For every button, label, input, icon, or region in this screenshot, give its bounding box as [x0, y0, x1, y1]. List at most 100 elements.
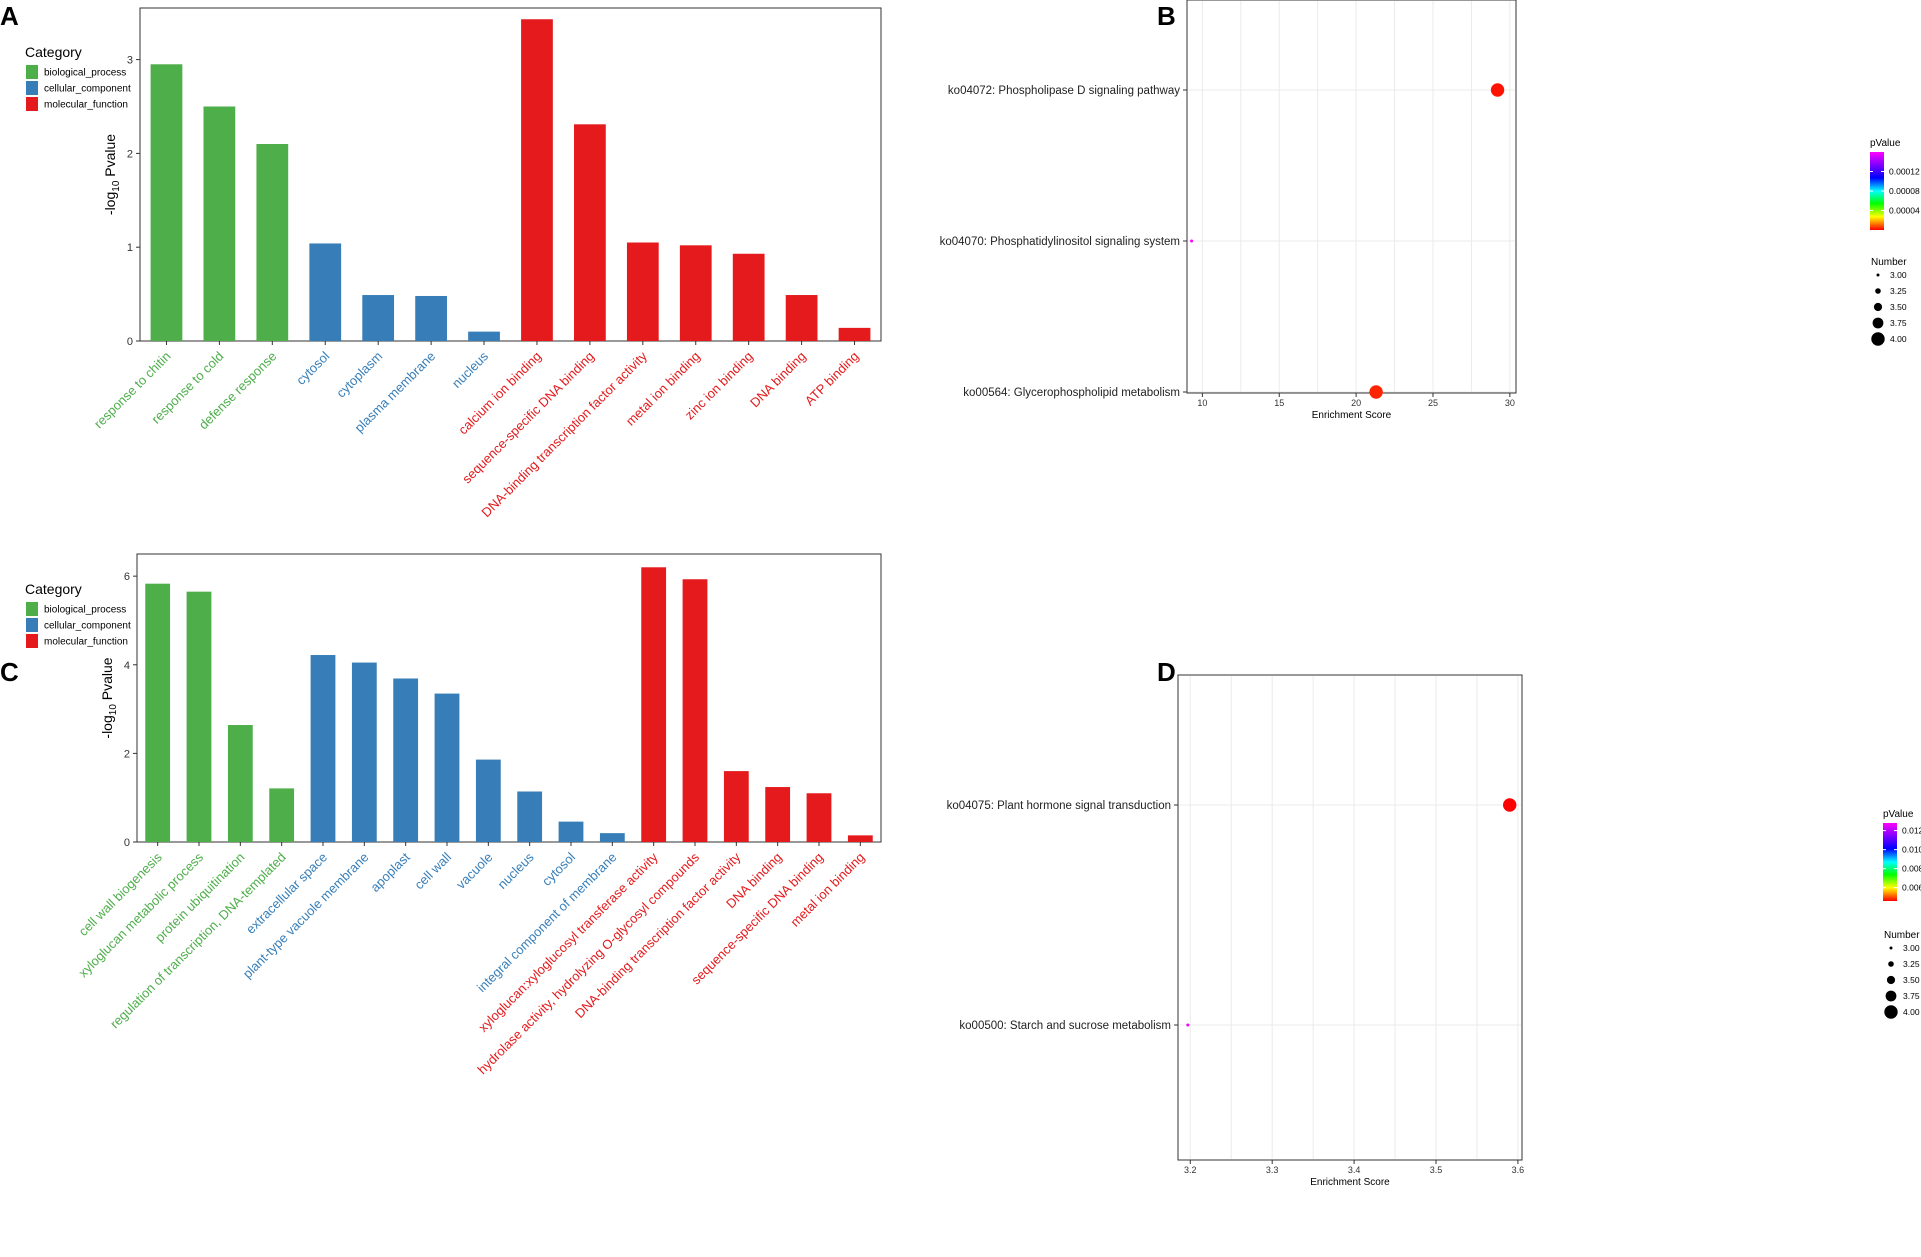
bar [468, 331, 500, 341]
x-category-label: cytoplasm [333, 349, 385, 401]
bar [723, 771, 749, 842]
bar [682, 579, 708, 842]
y-tick-label: 2 [127, 148, 133, 160]
y-axis-label: -log10 Pvalue [102, 134, 122, 215]
x-category-label: nucleus [494, 849, 537, 892]
size-legend-label: 3.75 [1890, 318, 1907, 328]
x-category-label: nucleus [449, 348, 492, 391]
bar [574, 124, 606, 341]
size-legend-label: 3.25 [1890, 286, 1907, 296]
size-legend-title: Number [1884, 930, 1920, 941]
legend-swatch [26, 634, 38, 648]
size-legend-label: 3.50 [1890, 302, 1907, 312]
legend-label: biological_process [44, 68, 126, 79]
size-legend-label: 4.00 [1903, 1007, 1920, 1017]
legend-swatch [26, 65, 38, 79]
data-point [1186, 1023, 1190, 1027]
y-tick-label: 2 [124, 748, 130, 760]
size-legend-dot [1888, 961, 1894, 967]
size-legend-dot [1886, 975, 1896, 985]
x-category-label: DNA binding [747, 349, 809, 411]
color-scale-label: 0.00004 [1889, 206, 1920, 216]
data-point [1490, 83, 1505, 97]
x-tick-label: 30 [1505, 398, 1515, 408]
y-tick-label: 0 [124, 837, 130, 849]
panel-label-b: B [1157, 1, 1176, 31]
color-scale-label: 0.006 [1902, 883, 1921, 893]
color-scale-bar [1870, 152, 1884, 230]
x-category-label: metal ion binding [787, 850, 867, 930]
legend-label: cellular_component [44, 84, 131, 95]
bar [203, 106, 236, 342]
legend-label: molecular_function [44, 637, 128, 648]
legend-swatch [26, 602, 38, 616]
x-tick-label: 3.5 [1430, 1165, 1443, 1175]
plot-area [139, 7, 882, 342]
panel-d-dot-plot: ko04075: Plant hormone signal transducti… [947, 674, 1921, 1188]
size-legend-title: Number [1871, 257, 1907, 268]
size-legend-dot [1872, 317, 1884, 329]
legend-title: Category [25, 581, 82, 597]
x-category-label: cytosol [293, 348, 332, 387]
bar [785, 295, 818, 341]
bar [641, 567, 667, 842]
panel-label-a: A [0, 1, 19, 31]
bar [227, 725, 253, 842]
x-tick-label: 20 [1351, 398, 1361, 408]
x-tick-label: 3.6 [1512, 1165, 1525, 1175]
bar [256, 144, 289, 341]
x-category-label: cell wall [411, 849, 454, 892]
bar [186, 591, 212, 842]
y-axis-label: -log10 Pvalue [99, 657, 119, 738]
bar [145, 583, 171, 842]
bar [626, 242, 659, 341]
size-legend-dot [1889, 946, 1893, 950]
pathway-label: ko00500: Starch and sucrose metabolism [959, 1020, 1171, 1032]
size-legend-label: 4.00 [1890, 334, 1907, 344]
bar [521, 19, 553, 341]
color-scale-label: 0.008 [1902, 864, 1921, 874]
pathway-label: ko04072: Phospholipase D signaling pathw… [948, 85, 1180, 97]
x-category-label: vacuole [453, 850, 495, 892]
x-category-label: cytosol [539, 849, 578, 888]
bar [475, 759, 501, 842]
legend-label: cellular_component [44, 621, 131, 632]
bar [732, 253, 765, 341]
bar [415, 295, 447, 341]
bar [517, 791, 543, 842]
bar [269, 788, 295, 842]
bar [150, 64, 183, 342]
data-point [1369, 385, 1383, 399]
x-axis-label: Enrichment Score [1312, 410, 1392, 421]
y-tick-label: 0 [127, 336, 133, 348]
x-tick-label: 3.3 [1266, 1165, 1279, 1175]
legend-swatch [26, 618, 38, 632]
x-axis-label: Enrichment Score [1310, 1177, 1390, 1188]
size-legend-dot [1873, 302, 1883, 312]
data-point [1190, 239, 1194, 243]
size-legend-label: 3.00 [1903, 943, 1920, 953]
color-scale-label: 0.012 [1902, 826, 1921, 836]
plot-area [1186, 0, 1517, 394]
size-legend-label: 3.75 [1903, 991, 1920, 1001]
bar [309, 243, 342, 341]
legend-label: molecular_function [44, 100, 128, 111]
bar [362, 295, 395, 341]
y-tick-label: 4 [124, 660, 130, 672]
size-legend-label: 3.00 [1890, 270, 1907, 280]
panel-b-dot-plot: ko04072: Phospholipase D signaling pathw… [940, 0, 1920, 421]
size-legend-label: 3.25 [1903, 959, 1920, 969]
bar [765, 787, 791, 842]
size-legend-dot [1876, 273, 1880, 277]
plot-area [136, 553, 882, 843]
panel-label-c: C [0, 657, 19, 687]
color-legend-title: pValue [1870, 138, 1901, 149]
color-scale-label: 0.010 [1902, 845, 1921, 855]
pathway-label: ko00564: Glycerophospholipid metabolism [963, 387, 1180, 399]
x-category-label: apoplast [367, 849, 413, 895]
plot-area [1177, 674, 1523, 1161]
size-legend-dot [1884, 1005, 1898, 1019]
legend-swatch [26, 97, 38, 111]
color-scale-label: 0.00008 [1889, 186, 1920, 196]
